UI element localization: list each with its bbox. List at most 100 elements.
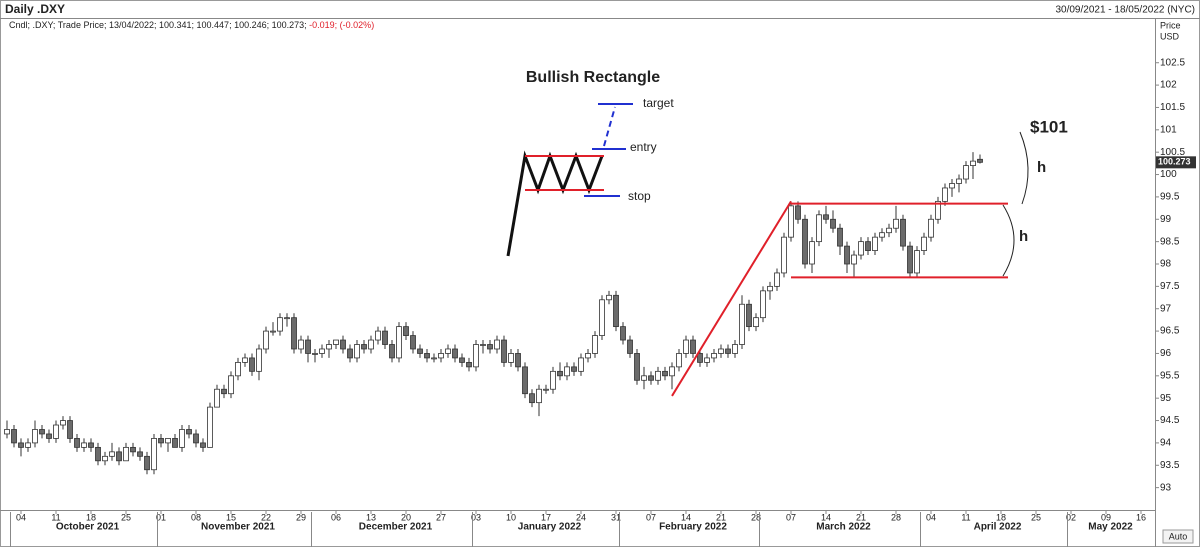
candle-body	[823, 214, 829, 220]
candle-body	[179, 429, 185, 448]
candle-body	[53, 424, 59, 439]
candle-body	[886, 227, 892, 234]
candle-body	[557, 370, 563, 377]
candle-body	[81, 442, 87, 448]
x-tick-label: 24	[576, 512, 586, 522]
legend-info: Cndl; .DXY; Trade Price; 13/04/2022; 100…	[9, 20, 307, 30]
candle-body	[214, 388, 220, 408]
candle-body	[46, 433, 52, 439]
candle-body	[466, 361, 472, 368]
candle-body	[683, 339, 689, 354]
auto-button[interactable]	[1162, 529, 1194, 544]
candle-body	[830, 218, 836, 229]
candle-body	[11, 429, 17, 444]
x-tick-label: 07	[786, 512, 796, 522]
candle-body	[410, 335, 416, 350]
candle-body	[739, 303, 745, 345]
x-tick-label: 22	[261, 512, 271, 522]
y-tick-label: 100	[1160, 169, 1177, 180]
x-tick-label: 08	[191, 512, 201, 522]
inset-projection	[603, 106, 616, 147]
candle-body	[172, 438, 178, 448]
candle-body	[221, 388, 227, 395]
y-tick-label: 101	[1160, 124, 1177, 135]
candle-body	[816, 214, 822, 243]
candle-body	[459, 357, 465, 363]
candle-body	[963, 165, 969, 180]
y-tick-label: 99.5	[1160, 192, 1180, 203]
candle-body	[795, 205, 801, 220]
candle-body	[774, 272, 780, 287]
x-tick-label: 03	[471, 512, 481, 522]
x-tick-label: 18	[996, 512, 1006, 522]
height-label: h	[1019, 228, 1028, 245]
x-tick-label: 02	[1066, 512, 1076, 522]
y-tick-label: 98.5	[1160, 236, 1180, 247]
auto-label[interactable]: Auto	[1169, 531, 1188, 541]
candle-body	[368, 339, 374, 350]
x-tick-label: 20	[401, 512, 411, 522]
candle-body	[487, 344, 493, 350]
candle-body	[599, 299, 605, 336]
inset-title: Bullish Rectangle	[526, 69, 660, 86]
y-tick-label: 94	[1160, 438, 1172, 449]
x-tick-label: 28	[751, 512, 761, 522]
candle-body	[781, 236, 787, 274]
candle-body	[494, 339, 500, 350]
x-tick-label: 07	[646, 512, 656, 522]
candle-body	[578, 357, 584, 372]
month-label: November 2021	[201, 522, 275, 533]
inset-label: entry	[630, 140, 657, 154]
candle-body	[200, 442, 206, 448]
x-tick-label: 17	[541, 512, 551, 522]
y-tick-label: 100.5	[1160, 147, 1185, 158]
candle-body	[25, 442, 31, 448]
legend-line: Cndl; .DXY; Trade Price; 13/04/2022; 100…	[9, 20, 374, 30]
y-axis-label: USD	[1160, 31, 1180, 41]
x-tick-label: 18	[86, 512, 96, 522]
month-label: February 2022	[659, 522, 727, 533]
x-tick-label: 11	[961, 512, 970, 522]
candle-body	[844, 245, 850, 265]
candle-body	[144, 455, 150, 471]
candle-body	[613, 294, 619, 328]
candle-body	[270, 330, 276, 333]
candle-body	[347, 348, 353, 359]
candle-body	[921, 236, 927, 251]
x-tick-label: 15	[226, 512, 236, 522]
candle-body	[746, 303, 752, 328]
candle-body	[501, 339, 507, 363]
candle-body	[291, 317, 297, 350]
candle-body	[277, 317, 283, 332]
candle-body	[543, 388, 549, 391]
candle-body	[88, 442, 94, 448]
candle-body	[949, 183, 955, 189]
candle-body	[130, 446, 136, 453]
height-label: h	[1037, 159, 1046, 176]
candle-body	[620, 326, 626, 341]
candle-body	[753, 317, 759, 328]
candle-body	[333, 339, 339, 345]
x-tick-label: 06	[331, 512, 341, 522]
candle-body	[102, 455, 108, 462]
candle-body	[123, 446, 129, 462]
x-tick-label: 11	[51, 512, 60, 522]
y-tick-label: 101.5	[1160, 102, 1185, 113]
x-tick-label: 21	[716, 512, 726, 522]
candle-body	[508, 353, 514, 363]
y-tick-label: 102	[1160, 80, 1177, 91]
candle-body	[942, 187, 948, 202]
candle-body	[809, 241, 815, 265]
candle-body	[389, 344, 395, 359]
candle-body	[606, 294, 612, 301]
y-tick-label: 96	[1160, 348, 1172, 359]
inset-label: stop	[628, 189, 651, 203]
candle-body	[585, 353, 591, 359]
candle-body	[802, 218, 808, 265]
candle-body	[977, 158, 983, 163]
candle-body	[256, 348, 262, 372]
x-tick-label: 28	[891, 512, 901, 522]
candle-body	[732, 344, 738, 354]
y-tick-label: 98	[1160, 259, 1172, 270]
candle-body	[641, 375, 647, 381]
